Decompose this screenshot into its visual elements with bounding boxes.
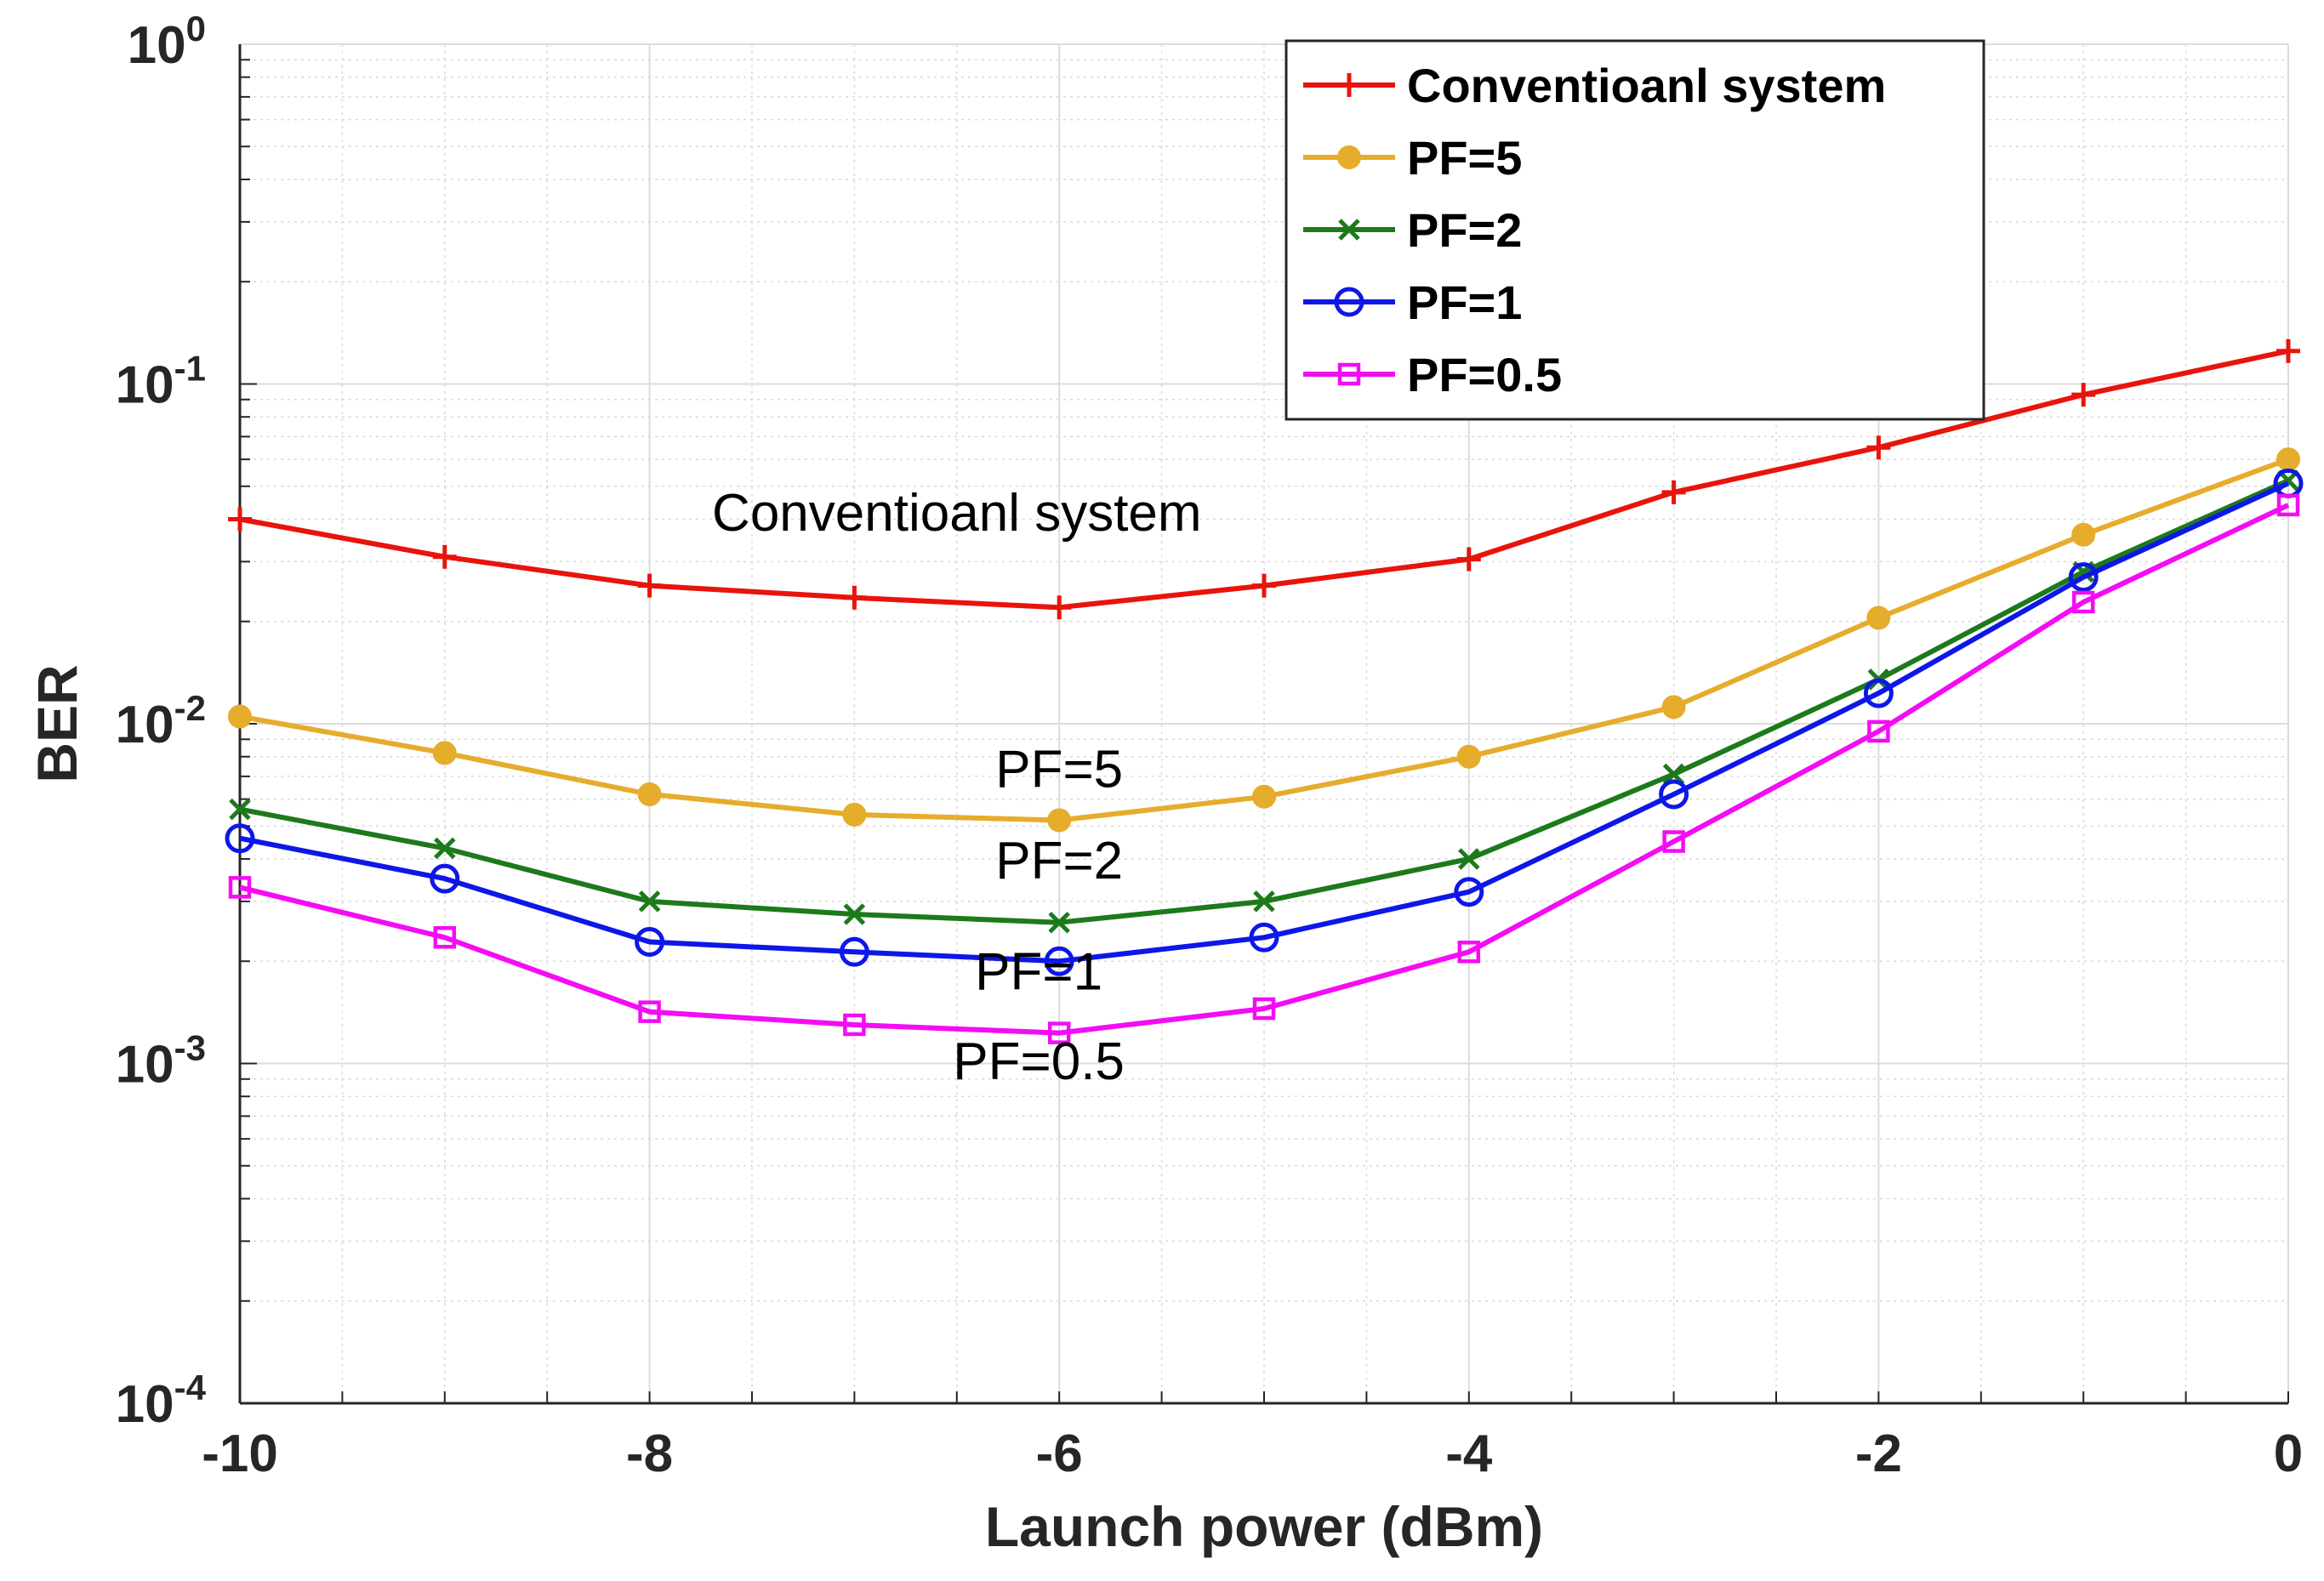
data-point xyxy=(228,507,252,532)
data-point xyxy=(432,544,457,569)
legend-marker xyxy=(1337,145,1361,169)
annotation-label: PF=0.5 xyxy=(953,1032,1125,1091)
annotation-label: PF=1 xyxy=(975,943,1102,1002)
y-tick-label: 10-2 xyxy=(116,688,206,754)
legend-label: PF=2 xyxy=(1407,203,1522,257)
legend-marker xyxy=(1334,287,1364,317)
data-point xyxy=(2276,338,2300,363)
data-point xyxy=(1659,779,1689,810)
data-point xyxy=(842,802,867,827)
data-point xyxy=(1047,595,1072,620)
data-point xyxy=(1456,547,1481,572)
data-point xyxy=(2071,383,2096,407)
annotation-label: PF=5 xyxy=(995,741,1123,799)
legend-entry: PF=2 xyxy=(1303,203,1522,257)
y-tick-label: 100 xyxy=(128,9,206,75)
annotation-label: PF=2 xyxy=(995,832,1123,890)
data-point xyxy=(1047,1021,1071,1044)
legend-entry: PF=1 xyxy=(1303,276,1522,329)
legend-label: Conventioanl system xyxy=(1407,59,1886,112)
legend-box xyxy=(1284,39,1985,421)
legend-label: PF=0.5 xyxy=(1407,348,1562,401)
data-point xyxy=(434,837,456,860)
data-point xyxy=(638,1000,661,1023)
annotation-label: Conventioanl system xyxy=(712,484,1202,543)
data-point xyxy=(1866,606,1891,630)
x-tick-label: -8 xyxy=(626,1425,673,1483)
data-point xyxy=(2071,590,2095,614)
data-point xyxy=(1044,946,1074,976)
data-point xyxy=(2068,562,2099,593)
legend: Conventioanl system PF=5 PF=2 PF=1 PF=0.5 xyxy=(1284,39,1985,421)
data-point xyxy=(1252,573,1276,598)
data-point xyxy=(1249,922,1279,953)
data-point xyxy=(229,798,251,821)
series-line xyxy=(239,481,2290,964)
series-1 xyxy=(228,447,2300,833)
data-point xyxy=(839,936,869,967)
legend-label: PF=1 xyxy=(1407,276,1522,329)
data-point xyxy=(1047,808,1072,833)
data-point xyxy=(2276,493,2300,517)
data-point xyxy=(1252,997,1276,1021)
data-point xyxy=(1662,830,1685,853)
x-tick-label: -6 xyxy=(1036,1425,1083,1483)
data-point xyxy=(1456,744,1481,769)
x-tick-label: -10 xyxy=(202,1425,278,1483)
x-tick-label: 0 xyxy=(2274,1425,2303,1483)
data-point xyxy=(1457,941,1481,964)
data-point xyxy=(2276,447,2300,472)
data-point xyxy=(1253,890,1275,913)
data-point xyxy=(1863,678,1894,708)
data-point xyxy=(1661,480,1686,504)
legend-marker xyxy=(1337,73,1361,97)
x-axis-title: Launch power (dBm) xyxy=(985,1495,1543,1558)
axes: -10 -8 -6 -4 -2 0 100 10-1 10-2 10-3 10-4 Launch po… xyxy=(26,9,2303,1558)
data-point xyxy=(1866,435,1891,460)
x-tick-label: -4 xyxy=(1445,1425,1493,1483)
data-point xyxy=(635,927,665,958)
y-axis-title: BER xyxy=(26,664,88,782)
annotations: Conventioanl system PF=5 PF=2 PF=1 PF=0.5 xyxy=(712,484,1202,1091)
x-tick-label: -2 xyxy=(1855,1425,1902,1483)
y-tick-label: 10-4 xyxy=(116,1368,207,1434)
data-point xyxy=(225,823,255,854)
data-point xyxy=(638,890,661,913)
data-point xyxy=(430,863,460,894)
data-point xyxy=(433,926,457,949)
data-point xyxy=(1454,877,1484,907)
legend-entry: PF=0.5 xyxy=(1303,348,1562,401)
series-3 xyxy=(225,468,2304,976)
y-tick-label: 10-1 xyxy=(116,349,206,415)
data-point xyxy=(637,573,662,598)
data-point xyxy=(1661,695,1686,719)
data-point xyxy=(842,585,867,610)
series-line xyxy=(239,503,2290,1036)
data-point xyxy=(228,876,252,899)
data-point xyxy=(1662,763,1685,786)
data-point xyxy=(1048,911,1070,934)
data-point xyxy=(1252,784,1276,809)
legend-label: PF=5 xyxy=(1407,131,1522,185)
series-4 xyxy=(228,493,2300,1044)
legend-marker xyxy=(1337,362,1361,386)
data-point xyxy=(843,1013,866,1037)
y-tick-label: 10-3 xyxy=(116,1028,206,1095)
legend-marker xyxy=(1338,219,1360,241)
series-layer xyxy=(225,338,2304,1044)
data-point xyxy=(843,903,866,925)
data-point xyxy=(637,782,662,806)
data-point xyxy=(228,704,252,729)
data-point xyxy=(2071,522,2096,547)
legend-entry: PF=5 xyxy=(1303,131,1522,185)
data-point xyxy=(1458,848,1480,870)
legend-entry: Conventioanl system xyxy=(1303,59,1886,112)
series-0 xyxy=(228,338,2300,620)
data-point xyxy=(1867,719,1890,743)
data-point xyxy=(432,741,457,765)
